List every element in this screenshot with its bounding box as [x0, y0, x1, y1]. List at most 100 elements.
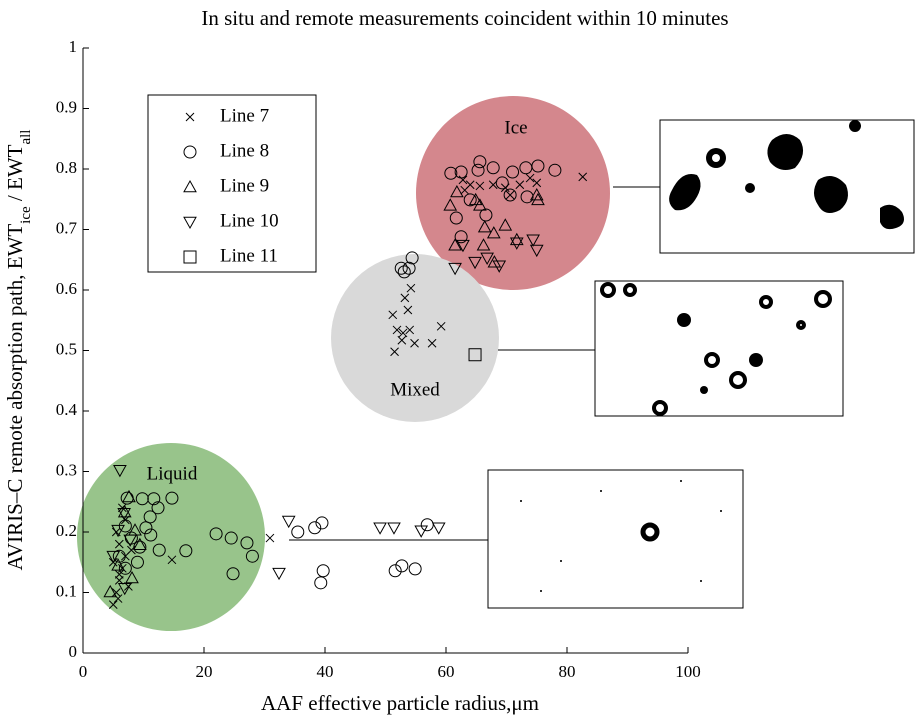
y-label-part: / EWT [3, 144, 27, 206]
marker-triangle-up [133, 537, 147, 551]
legend: Line 7 Line 8 Line 9 Line 10 Line 11 [147, 94, 317, 273]
marker-circle [486, 161, 500, 175]
region-label: Mixed [390, 379, 440, 400]
marker-triangle-up [509, 232, 524, 246]
marker-x [532, 178, 542, 188]
marker-x [400, 293, 410, 303]
y-tick-label: 0.8 [56, 158, 77, 177]
marker-triangle-down [431, 522, 446, 535]
region-label: Liquid [147, 463, 198, 484]
legend-label: Line 7 [220, 105, 269, 126]
marker-x [111, 588, 121, 597]
region [77, 443, 265, 631]
marker-x [410, 338, 419, 348]
marker-circle [245, 549, 259, 563]
x-tick-label: 80 [559, 662, 576, 681]
series [112, 155, 562, 590]
inset-particles [669, 120, 904, 230]
marker-circle [151, 501, 165, 515]
inset-liquid [289, 469, 744, 609]
x-tick-label: 100 [675, 662, 701, 681]
marker-x [392, 325, 402, 335]
legend-label: Line 10 [220, 210, 279, 231]
marker-circle [224, 531, 238, 545]
legend-label: Line 11 [220, 245, 278, 266]
marker-circle [444, 166, 458, 180]
marker-circle [316, 564, 330, 578]
marker-circle [454, 165, 468, 179]
marker-x [265, 533, 275, 543]
marker-x [505, 190, 515, 200]
x-axis-label: AAF effective particle radius,μm [261, 691, 539, 715]
marker-circle [315, 516, 329, 530]
marker-circle [165, 491, 179, 505]
marker-circle [152, 543, 166, 557]
y-label-subscript: all [18, 130, 34, 145]
marker-triangle-up [529, 187, 544, 201]
y-axis-label: AVIRIS–C remote absorption path, EWTice … [3, 130, 34, 571]
marker-x [114, 539, 124, 549]
marker-circle [209, 527, 223, 541]
chart-title: In situ and remote measurements coincide… [201, 6, 728, 30]
region [331, 254, 499, 422]
y-tick-label: 0.1 [56, 581, 77, 600]
marker-circle [471, 163, 485, 177]
y-tick-label: 0.3 [56, 460, 77, 479]
marker-circle [506, 165, 520, 179]
series [103, 184, 545, 598]
marker-x [397, 335, 407, 345]
marker-triangle-up [486, 226, 501, 239]
marker-circle [139, 521, 153, 535]
marker-circle [531, 159, 545, 173]
marker-circle [449, 211, 463, 225]
marker-circle [408, 562, 422, 576]
y-label-part: AVIRIS–C remote absorption path, EWT [3, 224, 27, 571]
marker-circle [420, 518, 434, 532]
marker-triangle-down [387, 522, 401, 535]
marker-triangle-down [106, 550, 121, 564]
y-tick-label: 0.2 [56, 521, 77, 540]
y-tick-label: 1 [69, 37, 78, 56]
inset-frame [594, 280, 844, 417]
marker-triangle-up [448, 238, 462, 251]
marker-circle [314, 576, 328, 590]
region-label: Ice [504, 117, 527, 138]
marker-x [515, 180, 525, 190]
marker-triangle-up [125, 570, 139, 584]
marker-circle [118, 561, 132, 575]
marker-x [436, 321, 446, 331]
x-tick-label: 40 [317, 662, 334, 681]
marker-triangle-down [281, 515, 296, 529]
y-tick-label: 0.6 [56, 279, 77, 298]
marker-triangle-down [414, 525, 429, 538]
marker-circle [130, 555, 144, 569]
marker-triangle-up [450, 184, 464, 198]
marker-triangle-down [509, 237, 524, 250]
y-tick-label: 0.5 [56, 339, 77, 358]
marker-circle [454, 230, 468, 244]
marker-triangle-up [498, 218, 513, 231]
marker-circle [118, 519, 132, 533]
marker-circle [473, 155, 487, 169]
inset-particle [640, 522, 660, 542]
x-tick-label: 0 [79, 662, 88, 681]
marker-triangle-down [526, 234, 540, 247]
marker-x [525, 173, 535, 183]
series [468, 348, 482, 362]
marker-circle [405, 251, 419, 265]
marker-x [460, 185, 470, 195]
marker-triangle-up [122, 489, 136, 503]
marker-circle [308, 521, 322, 535]
marker-triangle-down [117, 582, 132, 596]
marker-triangle-down [113, 464, 127, 478]
marker-circle [395, 559, 409, 573]
marker-circle [144, 528, 158, 542]
marker-x [114, 569, 124, 579]
y-tick-label: 0.9 [56, 97, 77, 116]
inset-mixed [498, 280, 844, 417]
legend-label: Line 9 [220, 175, 269, 196]
legend-frame [147, 94, 317, 273]
marker-triangle-down [111, 524, 125, 538]
marker-triangle-up [468, 192, 483, 206]
marker-x [185, 112, 195, 122]
